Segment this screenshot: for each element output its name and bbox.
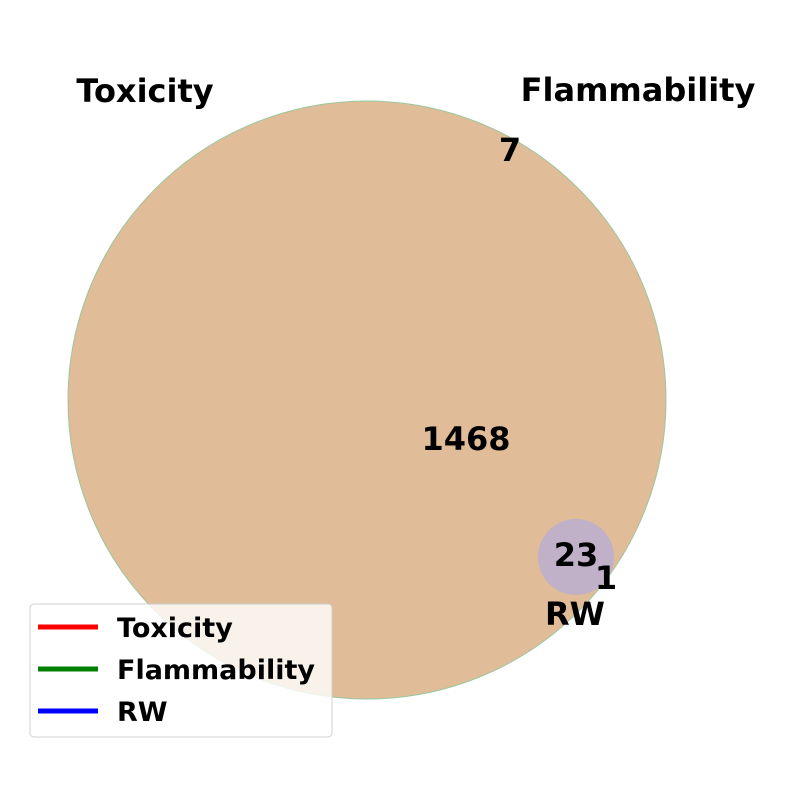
region-count-flammability-only: 7 [499, 131, 521, 169]
set-label-toxicity: Toxicity [76, 72, 213, 110]
region-count-toxicity-flammability: 1468 [421, 420, 510, 458]
set-label-flammability: Flammability [521, 71, 756, 109]
region-count-all-three: 23 [554, 536, 599, 574]
rw-circle [538, 519, 614, 595]
legend-entry-toxicity: Toxicity [117, 613, 233, 644]
set-label-rw: RW [545, 595, 605, 633]
toxicity-circle [69, 102, 665, 698]
region-count-one: 1 [595, 559, 617, 597]
legend-entry-rw: RW [117, 697, 168, 728]
legend: Toxicity Flammability RW [29, 603, 333, 738]
legend-entry-flammability: Flammability [117, 655, 315, 686]
legend-box [29, 603, 333, 738]
